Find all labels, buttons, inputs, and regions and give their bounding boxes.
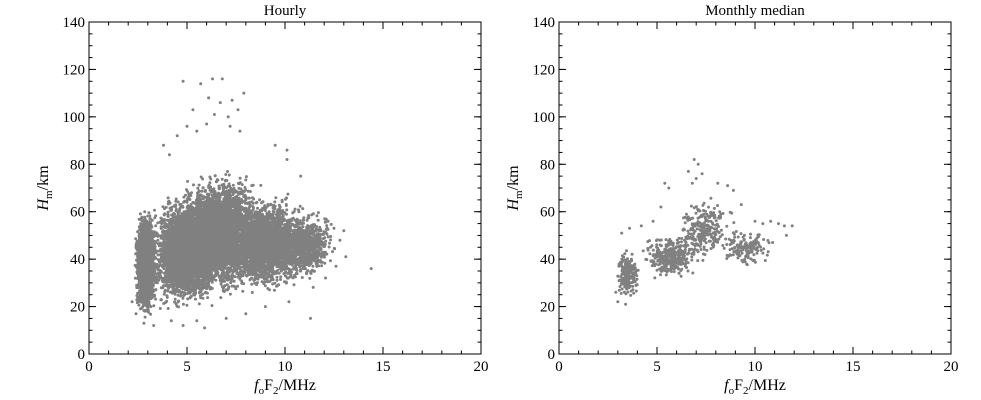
data-point xyxy=(159,286,163,290)
data-point xyxy=(147,234,151,238)
data-point xyxy=(135,286,139,290)
chart-title: Hourly xyxy=(264,3,307,19)
data-point xyxy=(144,220,148,224)
data-point xyxy=(199,296,203,300)
data-point xyxy=(154,288,158,292)
data-point xyxy=(151,239,155,243)
data-point xyxy=(149,297,153,301)
data-point xyxy=(134,252,138,256)
data-point xyxy=(145,249,148,253)
data-point xyxy=(144,287,148,291)
data-point xyxy=(143,315,147,319)
data-point xyxy=(140,215,144,219)
data-point xyxy=(154,214,158,218)
data-point xyxy=(139,276,143,280)
data-point xyxy=(139,255,143,259)
data-point xyxy=(138,232,142,236)
data-point xyxy=(140,284,144,288)
data-point xyxy=(146,225,150,229)
data-point xyxy=(149,288,153,291)
data-point xyxy=(148,260,152,264)
data-point xyxy=(152,250,156,254)
data-point xyxy=(181,296,185,300)
data-point xyxy=(141,222,145,226)
data-point xyxy=(142,232,146,236)
data-point xyxy=(138,273,142,277)
data-point xyxy=(150,267,154,271)
data-point xyxy=(134,243,138,247)
data-point xyxy=(146,262,150,266)
data-point xyxy=(138,291,142,295)
data-point xyxy=(155,281,159,285)
data-point xyxy=(139,222,143,226)
data-point xyxy=(141,241,145,245)
data-point xyxy=(147,285,151,289)
data-point xyxy=(149,271,153,275)
data-point xyxy=(146,269,150,272)
data-point xyxy=(142,275,146,279)
data-point xyxy=(146,214,150,218)
data-point xyxy=(145,276,149,279)
data-point xyxy=(146,305,150,309)
data-point xyxy=(174,207,178,211)
data-point xyxy=(144,300,148,303)
data-point xyxy=(138,297,142,301)
data-point xyxy=(166,307,170,310)
data-point xyxy=(171,288,175,292)
data-point xyxy=(142,229,146,233)
data-point xyxy=(143,284,147,288)
data-point xyxy=(136,230,140,234)
data-point xyxy=(200,189,204,193)
data-point xyxy=(134,237,138,241)
data-point xyxy=(166,196,170,200)
data-point xyxy=(158,307,162,310)
data-point xyxy=(210,304,214,308)
data-point xyxy=(144,282,148,286)
data-point xyxy=(146,308,150,312)
data-point xyxy=(142,247,146,251)
data-point xyxy=(143,210,147,214)
data-point xyxy=(151,294,155,298)
data-point xyxy=(149,312,153,316)
data-point xyxy=(147,211,151,215)
data-point xyxy=(175,304,179,308)
data-point xyxy=(137,303,141,307)
scatter-points xyxy=(130,77,373,330)
data-point xyxy=(142,267,146,270)
data-point xyxy=(181,302,185,306)
data-point xyxy=(135,298,139,302)
data-point xyxy=(138,251,142,255)
data-point xyxy=(143,279,147,283)
data-point xyxy=(141,290,145,294)
data-point xyxy=(161,205,165,209)
data-point xyxy=(143,215,147,219)
data-point xyxy=(142,302,146,306)
data-point xyxy=(144,295,148,299)
data-point xyxy=(156,253,160,257)
data-point xyxy=(140,251,144,255)
data-point xyxy=(133,276,137,280)
data-point xyxy=(137,258,141,262)
data-point xyxy=(143,259,147,263)
data-point xyxy=(153,245,157,248)
data-point xyxy=(152,304,156,308)
data-point xyxy=(141,305,145,309)
data-point xyxy=(150,281,154,284)
data-point xyxy=(148,217,152,221)
data-point xyxy=(138,212,142,216)
data-point xyxy=(135,264,138,268)
data-point xyxy=(146,292,150,296)
data-point xyxy=(147,240,151,244)
data-point xyxy=(139,237,143,241)
data-point xyxy=(154,297,158,301)
data-point xyxy=(139,262,143,266)
data-point xyxy=(136,276,140,280)
data-point xyxy=(136,282,140,286)
data-point xyxy=(149,223,153,227)
data-point xyxy=(149,221,152,225)
